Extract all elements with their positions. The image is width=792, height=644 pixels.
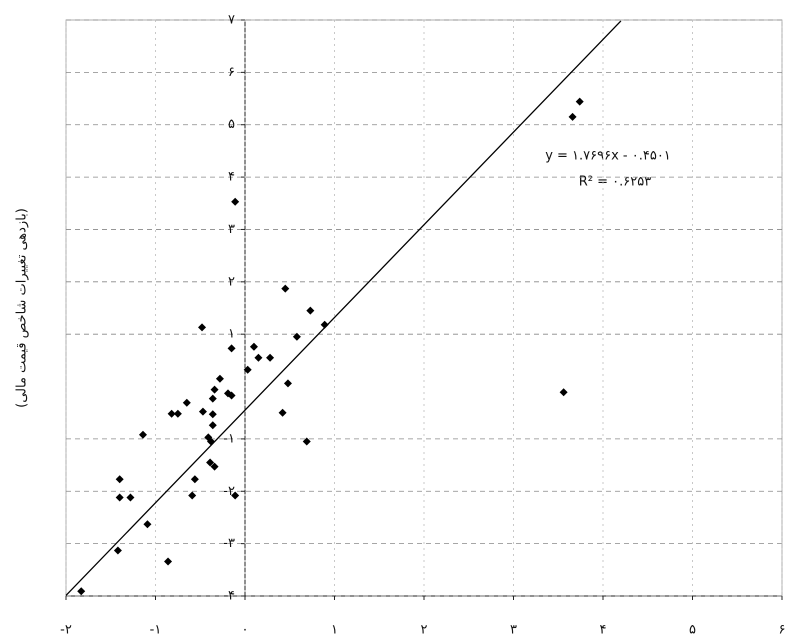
point xyxy=(231,197,240,206)
trend-equation: y = ۱.۷۶۹۶x - ۰.۴۵۰۱ xyxy=(545,149,671,164)
point xyxy=(190,475,199,484)
point xyxy=(208,421,217,430)
point xyxy=(320,320,329,329)
trend-line xyxy=(65,20,622,596)
point xyxy=(249,342,258,351)
r-squared: R² = ۰.۶۲۵۳ xyxy=(579,175,651,190)
point xyxy=(167,409,176,418)
point xyxy=(138,430,147,439)
y-tick-label: -۲ xyxy=(223,484,235,499)
x-tick-label: ۵ xyxy=(689,623,696,638)
point xyxy=(113,546,122,555)
point xyxy=(281,284,290,293)
point xyxy=(278,408,287,417)
point xyxy=(283,379,292,388)
y-tick-label: ۳ xyxy=(228,222,235,237)
point xyxy=(568,112,577,121)
x-tick-label: ۰ xyxy=(242,623,249,638)
y-tick-label: -۴ xyxy=(223,589,235,604)
y-tick-label: ۷ xyxy=(228,13,235,28)
y-tick-label: -۳ xyxy=(223,536,235,551)
point xyxy=(227,391,236,400)
point xyxy=(126,493,135,502)
point xyxy=(292,332,301,341)
point xyxy=(302,437,311,446)
y-tick-label: ۶ xyxy=(228,65,235,80)
x-tick-label: -۲ xyxy=(60,623,72,638)
y-tick-label: ۱ xyxy=(228,327,235,342)
point xyxy=(173,409,182,418)
point xyxy=(210,385,219,394)
point xyxy=(243,365,252,374)
point xyxy=(182,398,191,407)
point xyxy=(306,306,315,315)
point xyxy=(575,97,584,106)
point xyxy=(266,353,275,362)
x-tick-label: ۱ xyxy=(331,623,338,638)
point xyxy=(208,394,217,403)
y-tick-label: ۴ xyxy=(228,170,235,185)
point xyxy=(77,587,86,596)
point xyxy=(198,407,207,416)
point xyxy=(206,458,215,467)
point xyxy=(198,323,207,332)
point xyxy=(559,388,568,397)
point xyxy=(227,344,236,353)
point xyxy=(231,491,240,500)
x-tick-label: ۴ xyxy=(600,623,607,638)
point xyxy=(208,410,217,419)
x-tick-label: ۲ xyxy=(421,623,428,638)
point xyxy=(164,557,173,566)
point xyxy=(143,520,152,529)
point xyxy=(215,374,224,383)
y-tick-label: -۱ xyxy=(223,431,235,446)
point xyxy=(115,475,124,484)
point xyxy=(115,493,124,502)
x-tick-label: ۳ xyxy=(510,623,517,638)
x-tick-label: -۱ xyxy=(150,623,162,638)
y-tick-label: ۵ xyxy=(228,117,235,132)
point xyxy=(188,491,197,500)
y-tick-label: ۲ xyxy=(228,274,235,289)
point xyxy=(206,437,215,446)
point xyxy=(254,353,263,362)
point xyxy=(210,462,219,471)
x-tick-label: ۶ xyxy=(779,623,786,638)
y-axis-label: (بازدهی تغییرات شاخص قیمت مالی) xyxy=(15,208,30,408)
